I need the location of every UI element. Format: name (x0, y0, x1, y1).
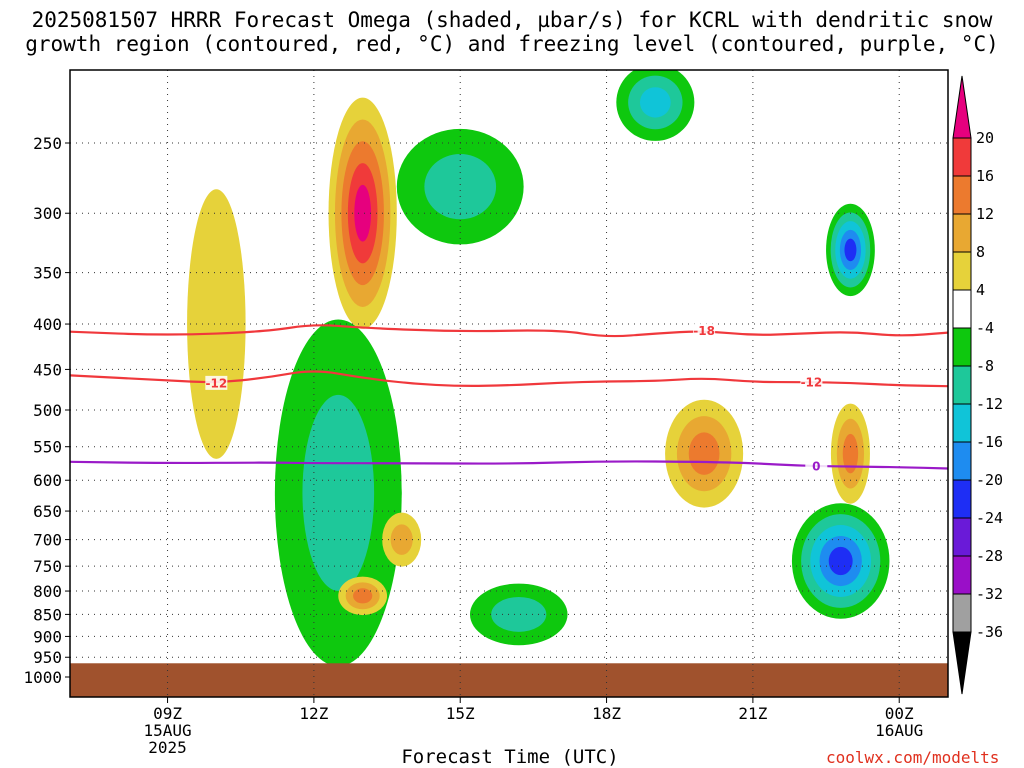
colorbar-label-2: 12 (976, 205, 994, 223)
colorbar-swatch-2 (952, 175, 972, 215)
colorbar-swatch-9 (952, 441, 972, 481)
plot-frame (69, 69, 949, 698)
omega-cell-8-band-2 (688, 432, 720, 475)
colorbar-swatch-8 (952, 403, 972, 443)
colorbar-label-1: 16 (976, 167, 994, 185)
colorbar-swatch-4 (952, 251, 972, 291)
colorbar-swatch-top-arrow (952, 75, 972, 139)
omega-cell-13-band-1 (491, 596, 547, 632)
omega-cell-6-band-1 (424, 153, 497, 220)
y-tick-label-900: 900 (33, 627, 62, 646)
y-tick-label-350: 350 (33, 264, 62, 283)
colorbar-swatch-1 (952, 137, 972, 177)
omega-cell-9-band-4 (828, 546, 853, 576)
x-tick-label-09Z: 09Z (153, 704, 182, 723)
y-tick-label-950: 950 (33, 648, 62, 667)
x-axis-label: Forecast Time (UTC) (401, 746, 619, 768)
x-date-label-09Z-0: 15AUG (143, 721, 191, 740)
y-tick-label-500: 500 (33, 401, 62, 420)
x-date-label-00Z-0: 16AUG (875, 721, 923, 740)
colorbar-label-11: -28 (976, 547, 1003, 565)
colorbar-label-6: -8 (976, 357, 994, 375)
colorbar-swatch-5 (952, 289, 972, 329)
colorbar-swatch-7 (952, 365, 972, 405)
omega-cell-11-band-2 (842, 433, 859, 474)
contour-line-0 (70, 460, 948, 470)
colorbar-label-3: 8 (976, 243, 985, 261)
contour-label-bg--12-1 (800, 375, 823, 390)
x-tick-label-00Z: 00Z (885, 704, 914, 723)
y-tick-label-700: 700 (33, 531, 62, 550)
y-tick-label-1000: 1000 (23, 668, 62, 687)
y-tick-label-650: 650 (33, 502, 62, 521)
y-tick-label-550: 550 (33, 438, 62, 457)
y-tick-label-800: 800 (33, 582, 62, 601)
colorbar-swatch-3 (952, 213, 972, 253)
omega-cell-4-band-2 (353, 588, 373, 604)
contour-label--12-0: -12 (205, 376, 227, 390)
y-tick-label-250: 250 (33, 134, 62, 153)
colorbar-label-12: -32 (976, 585, 1003, 603)
colorbar-label-9: -20 (976, 471, 1003, 489)
contour-line--12 (70, 370, 948, 388)
chart-title: 2025081507 HRRR Forecast Omega (shaded, … (25, 8, 999, 56)
contour-label-bg--12-0 (205, 375, 228, 390)
x-date-label-09Z-1: 2025 (148, 738, 187, 757)
colorbar-label-5: -4 (976, 319, 994, 337)
omega-cell-5-band-1 (390, 524, 413, 555)
contour-label--18-0: -18 (693, 324, 715, 338)
y-tick-label-850: 850 (33, 605, 62, 624)
colorbar-label-7: -12 (976, 395, 1003, 413)
contour-label--12-1: -12 (801, 376, 823, 390)
y-tick-label-600: 600 (33, 471, 62, 490)
y-tick-label-450: 450 (33, 360, 62, 379)
omega-cell-3-band-1 (302, 394, 375, 591)
colorbar-swatch-6 (952, 327, 972, 367)
omega-cell-7-band-2 (639, 87, 671, 118)
colorbar-label-0: 20 (976, 129, 994, 147)
contour-line--18 (70, 324, 948, 338)
contour-label-bg--18-0 (693, 323, 716, 338)
colorbar-label-10: -24 (976, 509, 1003, 527)
omega-cell-10-band-4 (844, 238, 857, 262)
ground-below-surface (70, 663, 948, 697)
colorbar-label-8: -16 (976, 433, 1003, 451)
omega-cell-0-band-4 (354, 184, 372, 242)
credit-text: coolwx.com/modelts (826, 748, 1000, 767)
contour-label-bg-0-0 (805, 459, 828, 474)
x-tick-label-15Z: 15Z (446, 704, 475, 723)
colorbar-swatch-bottom-arrow (952, 631, 972, 695)
colorbar-swatch-11 (952, 517, 972, 557)
colorbar-swatch-10 (952, 479, 972, 519)
colorbar-swatch-13 (952, 593, 972, 633)
omega-cell-12-band-0 (187, 189, 246, 459)
y-tick-label-300: 300 (33, 204, 62, 223)
y-tick-label-400: 400 (33, 315, 62, 334)
x-tick-label-12Z: 12Z (299, 704, 328, 723)
colorbar-label-13: -36 (976, 623, 1003, 641)
colorbar-swatch-12 (952, 555, 972, 595)
x-tick-label-18Z: 18Z (592, 704, 621, 723)
y-tick-label-750: 750 (33, 557, 62, 576)
contour-label-0-0: 0 (812, 460, 820, 474)
x-tick-label-21Z: 21Z (738, 704, 767, 723)
colorbar-label-4: 4 (976, 281, 985, 299)
